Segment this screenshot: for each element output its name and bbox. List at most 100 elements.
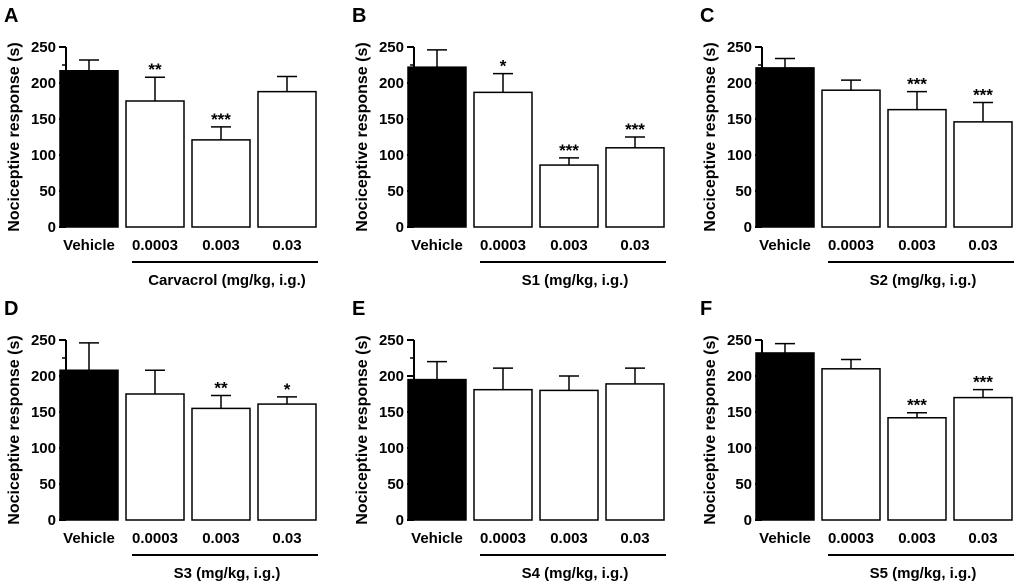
y-tick-label: 100 — [379, 440, 404, 457]
y-tick-label: 0 — [396, 219, 404, 236]
group-label: S1 (mg/kg, i.g.) — [522, 272, 629, 289]
y-tick-label: 150 — [379, 404, 404, 421]
significance-marker: *** — [211, 110, 231, 129]
bar-0.0003 — [125, 100, 185, 228]
x-tick-label: 0.03 — [968, 530, 997, 547]
panel-letter: E — [352, 298, 365, 320]
bar-0.003 — [191, 139, 251, 228]
x-tick-label: 0.003 — [898, 237, 936, 254]
y-tick-label: 50 — [39, 476, 56, 493]
significance-marker: * — [500, 57, 507, 76]
y-tick-label: 50 — [387, 476, 404, 493]
bar-0.03 — [953, 396, 1013, 521]
group-label: S4 (mg/kg, i.g.) — [522, 565, 629, 582]
x-tick-label: Vehicle — [411, 237, 463, 254]
panel-f: F Nociceptive response (s) 0 50 100 150 200 250… — [700, 298, 1014, 582]
y-tick-label: 200 — [379, 368, 404, 385]
y-tick-label: 200 — [727, 368, 752, 385]
x-tick-label: 0.003 — [898, 530, 936, 547]
x-tick-label: 0.03 — [620, 237, 649, 254]
x-tick-label: 0.003 — [202, 237, 240, 254]
bar-0.03 — [605, 147, 665, 228]
y-tick-label: 100 — [379, 147, 404, 164]
y-tick-label: 0 — [396, 512, 404, 529]
panel-letter: A — [4, 5, 18, 27]
y-tick-label: 0 — [744, 219, 752, 236]
y-tick-label: 50 — [39, 183, 56, 200]
x-tick-label: 0.0003 — [480, 530, 526, 547]
bar-0.0003 — [125, 393, 185, 521]
bar-0.03 — [605, 383, 665, 521]
group-label: S5 (mg/kg, i.g.) — [870, 565, 977, 582]
x-tick-label: Vehicle — [63, 530, 115, 547]
y-tick-label: 0 — [744, 512, 752, 529]
y-tick-label: 50 — [387, 183, 404, 200]
significance-marker: ** — [148, 60, 162, 79]
y-tick-label: 200 — [31, 368, 56, 385]
y-tick-label: 50 — [735, 183, 752, 200]
y-tick-label: 0 — [48, 512, 56, 529]
significance-marker: ** — [214, 378, 228, 397]
y-axis-label: Nociceptive response (s) — [702, 42, 719, 231]
x-tick-label: 0.0003 — [480, 237, 526, 254]
y-tick-label: 250 — [379, 332, 404, 349]
significance-marker: *** — [973, 85, 993, 104]
bar-0.0003 — [473, 91, 533, 228]
y-tick-label: 200 — [727, 75, 752, 92]
y-tick-label: 250 — [727, 39, 752, 56]
significance-marker: * — [284, 380, 291, 399]
x-tick-label: 0.03 — [968, 237, 997, 254]
x-tick-label: Vehicle — [411, 530, 463, 547]
y-tick-label: 100 — [31, 440, 56, 457]
group-label: S2 (mg/kg, i.g.) — [870, 272, 977, 289]
y-tick-label: 150 — [31, 404, 56, 421]
bar-vehicle — [755, 352, 815, 521]
x-tick-label: 0.0003 — [132, 530, 178, 547]
panel-letter: D — [4, 298, 18, 320]
y-tick-label: 250 — [727, 332, 752, 349]
y-axis-label: Nociceptive response (s) — [354, 42, 371, 231]
panel-letter: B — [352, 5, 366, 27]
bar-0.003 — [539, 164, 599, 228]
y-tick-label: 100 — [727, 440, 752, 457]
panel-d: D Nociceptive response (s) 0 50 100 150 200 250… — [4, 298, 318, 582]
significance-marker: *** — [625, 120, 645, 139]
bar-vehicle — [59, 70, 119, 228]
bar-0.0003 — [821, 368, 881, 521]
x-tick-label: 0.0003 — [828, 237, 874, 254]
x-tick-label: 0.03 — [272, 530, 301, 547]
y-tick-label: 100 — [31, 147, 56, 164]
panel-e: E Nociceptive response (s) 0 50 100 150 200 250… — [352, 298, 666, 582]
y-tick-label: 150 — [727, 111, 752, 128]
y-tick-label: 250 — [31, 39, 56, 56]
significance-marker: *** — [907, 396, 927, 415]
panel-c: C Nociceptive response (s) 0 50 100 150 200 250… — [700, 5, 1014, 289]
bar-0.03 — [257, 403, 317, 521]
y-tick-label: 150 — [727, 404, 752, 421]
panel-a: A Nociceptive response (s) 0 50 100 150 200 250… — [4, 5, 318, 289]
y-tick-label: 250 — [31, 332, 56, 349]
y-tick-label: 200 — [31, 75, 56, 92]
x-tick-label: 0.0003 — [132, 237, 178, 254]
group-label: Carvacrol (mg/kg, i.g.) — [148, 272, 306, 289]
x-tick-label: 0.03 — [272, 237, 301, 254]
x-tick-label: Vehicle — [63, 237, 115, 254]
significance-marker: *** — [559, 141, 579, 160]
x-tick-label: 0.003 — [202, 530, 240, 547]
y-tick-label: 100 — [727, 147, 752, 164]
group-label: S3 (mg/kg, i.g.) — [174, 565, 281, 582]
bar-0.003 — [539, 389, 599, 521]
significance-marker: *** — [973, 373, 993, 392]
significance-marker: *** — [907, 75, 927, 94]
bar-0.03 — [953, 121, 1013, 228]
bar-0.03 — [257, 90, 317, 228]
y-axis-label: Nociceptive response (s) — [702, 335, 719, 524]
panel-letter: F — [700, 298, 712, 320]
bar-vehicle — [755, 67, 815, 228]
bar-0.003 — [191, 407, 251, 521]
x-tick-label: Vehicle — [759, 530, 811, 547]
panel-letter: C — [700, 5, 714, 27]
x-tick-label: Vehicle — [759, 237, 811, 254]
bar-0.003 — [887, 108, 947, 228]
